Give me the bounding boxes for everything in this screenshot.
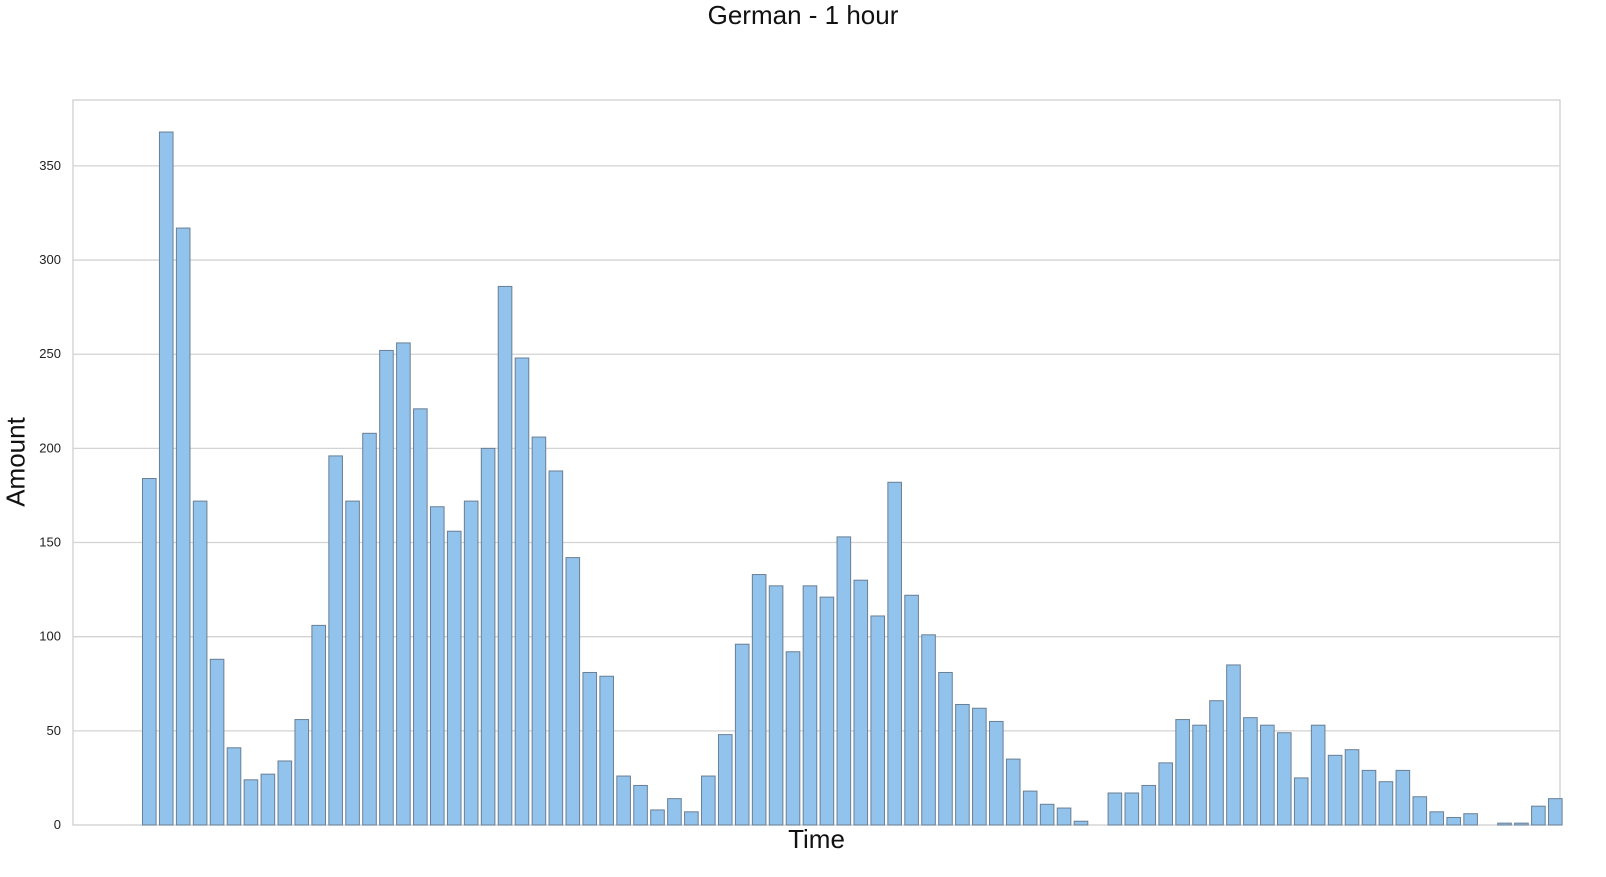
bar — [1039, 803, 1055, 826]
bar — [1226, 664, 1241, 826]
bar — [972, 707, 987, 826]
bar — [1022, 790, 1038, 826]
bar — [785, 651, 801, 826]
bar — [853, 579, 869, 826]
bar — [1005, 758, 1021, 826]
bar — [667, 798, 682, 826]
bar — [684, 811, 699, 826]
bar — [497, 285, 513, 826]
bar — [1497, 822, 1512, 826]
bar — [717, 734, 733, 826]
bar — [1175, 719, 1190, 826]
bar — [531, 436, 547, 826]
bar — [175, 227, 191, 826]
bar — [1446, 816, 1461, 826]
bar — [311, 624, 326, 826]
bar — [921, 634, 936, 826]
bar — [955, 703, 970, 826]
bar — [1260, 724, 1275, 826]
bar — [1158, 762, 1174, 826]
bar — [1548, 798, 1563, 826]
bar — [480, 447, 496, 826]
bar — [1124, 792, 1140, 826]
bar — [633, 784, 648, 826]
bar — [1412, 796, 1428, 826]
y-tick-label: 300 — [39, 252, 61, 267]
bar — [938, 671, 953, 826]
bar — [565, 557, 581, 826]
bar — [836, 536, 852, 826]
bar — [582, 671, 598, 826]
bar — [1310, 724, 1326, 826]
bar — [650, 809, 665, 826]
y-tick-label: 200 — [39, 440, 61, 455]
y-tick-label: 150 — [39, 535, 61, 550]
bar — [1141, 784, 1157, 826]
bar — [599, 675, 614, 826]
bar — [226, 747, 242, 826]
bar — [887, 481, 902, 826]
bars — [142, 131, 1563, 826]
bar — [192, 500, 208, 826]
bar — [1056, 807, 1072, 826]
bar — [751, 574, 767, 826]
bar — [701, 775, 716, 826]
bar — [396, 342, 411, 826]
bar — [429, 506, 445, 826]
bar — [1293, 777, 1309, 826]
bar — [1429, 811, 1445, 826]
bar — [1243, 717, 1258, 826]
bar — [446, 530, 462, 826]
y-tick-labels: 0 50 100 150 200 250 300 350 — [39, 158, 61, 832]
y-tick-label: 100 — [39, 629, 61, 644]
bar — [209, 658, 225, 826]
bar — [158, 131, 174, 826]
y-tick-label: 0 — [54, 817, 61, 832]
bar — [870, 615, 886, 826]
bar — [1192, 724, 1207, 826]
bar — [1514, 822, 1529, 826]
x-axis-label: Time — [788, 824, 845, 854]
bar — [1361, 769, 1377, 826]
bar — [1327, 754, 1343, 826]
bar — [1209, 700, 1224, 826]
bar — [548, 470, 564, 826]
bar — [277, 760, 293, 826]
bar — [734, 643, 750, 826]
bar — [1107, 792, 1123, 826]
bar — [379, 349, 394, 826]
bar — [1276, 732, 1292, 826]
bar — [1073, 820, 1089, 826]
bar — [1378, 781, 1394, 826]
bar — [345, 500, 360, 826]
bar — [328, 455, 343, 826]
y-axis-label: Amount — [0, 417, 31, 507]
bar — [142, 478, 157, 826]
bar — [514, 357, 530, 826]
bar — [1395, 769, 1411, 826]
bar — [260, 773, 276, 826]
bar — [243, 779, 259, 826]
bar — [819, 596, 835, 826]
bar — [1531, 805, 1546, 826]
bar — [294, 719, 310, 826]
y-tick-label: 350 — [39, 158, 61, 173]
bar — [768, 585, 784, 826]
bar — [989, 720, 1004, 826]
bar — [1344, 749, 1360, 826]
bar — [463, 500, 479, 826]
chart-title: German - 1 hour — [707, 0, 899, 30]
bar — [904, 594, 919, 826]
y-tick-label: 250 — [39, 346, 61, 361]
bar — [413, 408, 428, 826]
bar — [362, 432, 377, 826]
bar — [616, 775, 631, 826]
bar — [802, 585, 818, 826]
bar — [1463, 813, 1478, 826]
y-tick-label: 50 — [47, 723, 61, 738]
